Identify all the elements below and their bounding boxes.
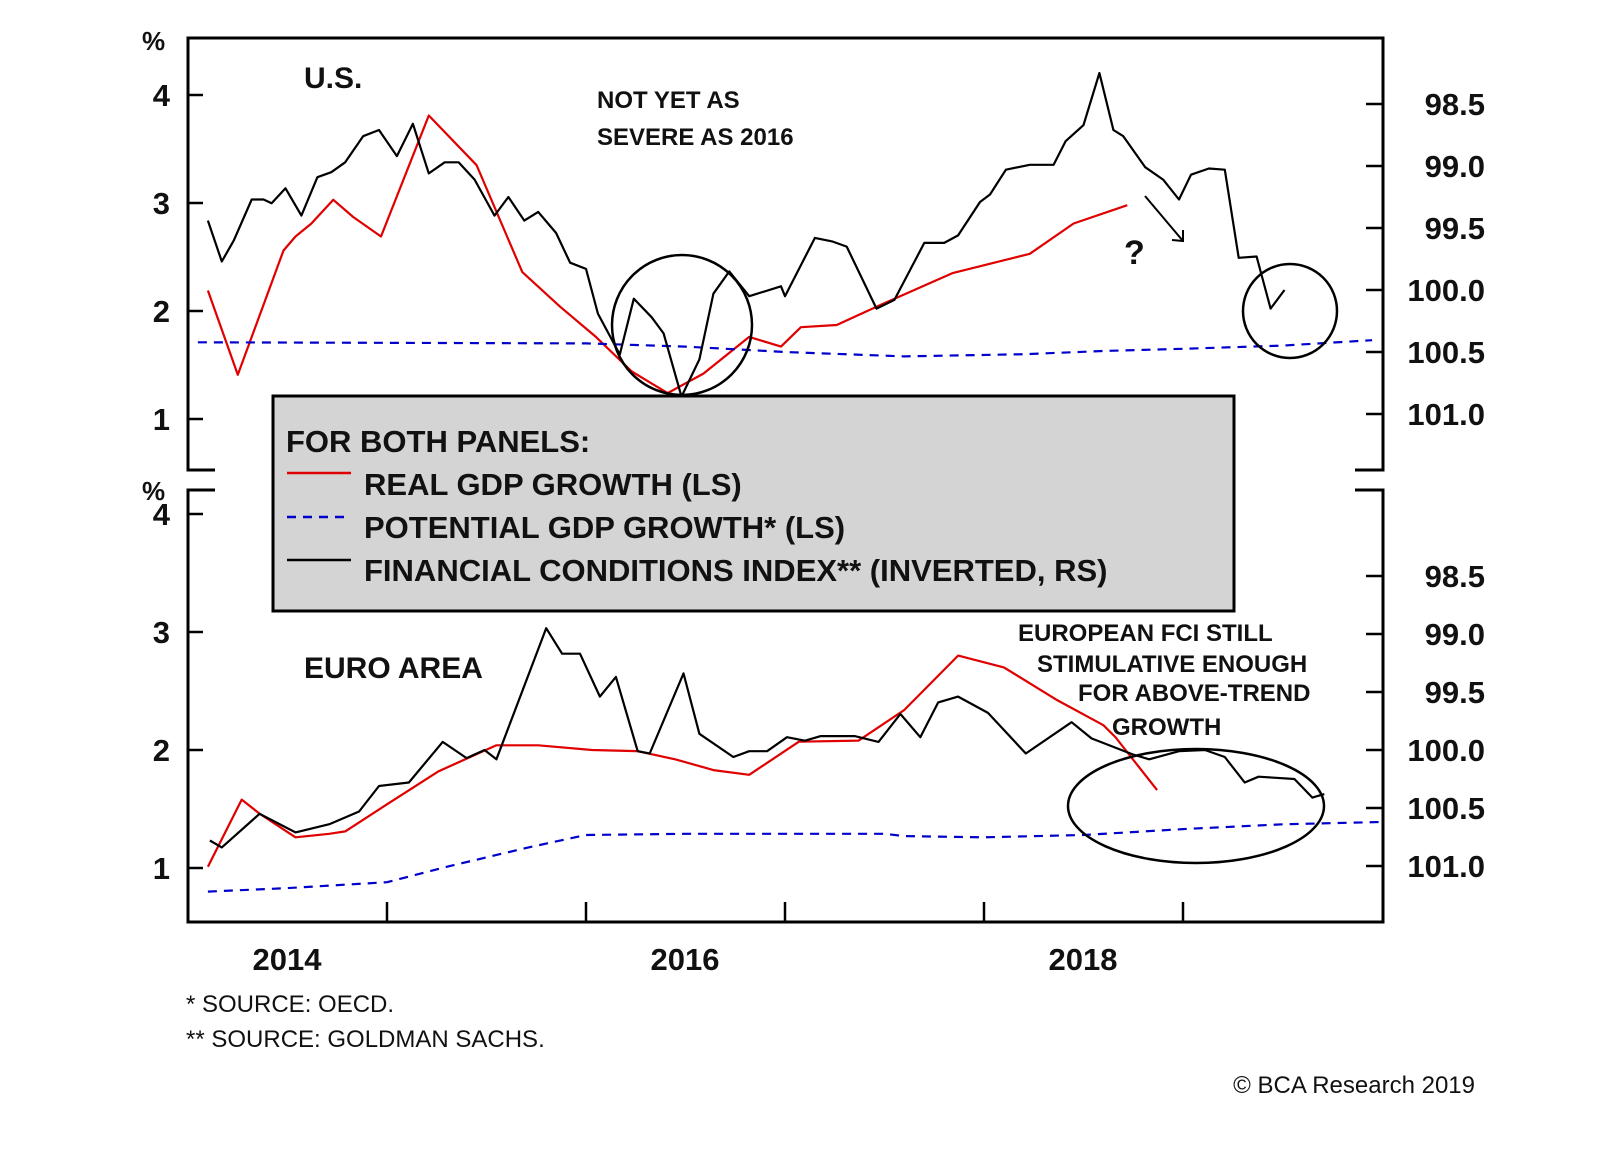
legend-label-potential-gdp: POTENTIAL GDP GROWTH* (LS) [364, 510, 845, 545]
euro-real-gdp-line [206, 654, 1158, 868]
legend-box [271, 394, 1236, 613]
us-annotation-line2: SEVERE AS 2016 [597, 124, 794, 151]
euro-left-tick-label: 2 [153, 733, 170, 768]
us-series-group [197, 71, 1373, 398]
us-left-tick-label: 3 [153, 186, 170, 221]
us-potential-gdp-line [197, 339, 1373, 358]
euro-annotation-line1: EUROPEAN FCI STILL [1018, 620, 1273, 647]
euro-right-tick-label: 101.0 [1407, 849, 1485, 884]
euro-annotation-line2: STIMULATIVE ENOUGH [1037, 651, 1307, 678]
us-right-tick-label: 101.0 [1407, 397, 1485, 432]
legend-title: FOR BOTH PANELS: [286, 424, 590, 459]
us-2019-circle [1241, 262, 1339, 360]
euro-potential-gdp-line [207, 820, 1383, 893]
footnote-oecd: * SOURCE: OECD. [186, 991, 394, 1018]
euro-right-tick-label: 99.0 [1425, 617, 1485, 652]
x-tick-label-2014: 2014 [253, 942, 323, 977]
euro-left-tick-label: 1 [153, 851, 170, 886]
legend-label-real-gdp: REAL GDP GROWTH (LS) [364, 467, 742, 502]
us-fci-line [206, 71, 1286, 398]
euro-right-tick-label: 99.5 [1425, 675, 1485, 710]
euro-annotation-line4: GROWTH [1112, 714, 1221, 741]
us-left-tick-label: 2 [153, 294, 170, 329]
euro-panel-title: EURO AREA [304, 652, 483, 685]
copyright: © BCA Research 2019 [1233, 1072, 1475, 1099]
euro-axis-ticks: 4 3 2 1 98.5 99.0 99.5 100.0 100.5 101.0 [153, 497, 1485, 922]
euro-right-tick-label: 100.0 [1407, 733, 1485, 768]
x-tick-label-2018: 2018 [1049, 942, 1118, 977]
euro-series-group [206, 627, 1383, 893]
us-axis-ticks: 4 3 2 1 98.5 99.0 99.5 100.0 100.5 101.0 [153, 78, 1485, 437]
us-annotation-line1: NOT YET AS [597, 87, 740, 114]
us-left-tick-label: 1 [153, 402, 170, 437]
euro-fci-ellipse [1066, 747, 1326, 865]
euro-left-unit: % [142, 476, 165, 506]
us-right-tick-label: 99.5 [1425, 211, 1485, 246]
us-right-tick-label: 100.5 [1407, 335, 1485, 370]
euro-left-tick-label: 4 [153, 497, 171, 532]
euro-annotation-line3: FOR ABOVE-TREND [1078, 680, 1310, 707]
us-question-mark: ? [1124, 234, 1145, 272]
euro-left-tick-label: 3 [153, 615, 170, 650]
euro-right-tick-label: 98.5 [1425, 559, 1485, 594]
legend-label-fci: FINANCIAL CONDITIONS INDEX** (INVERTED, … [364, 553, 1107, 588]
us-panel-frame [186, 36, 1385, 472]
us-right-tick-label: 100.0 [1407, 273, 1485, 308]
us-left-unit: % [142, 26, 165, 56]
legend: FOR BOTH PANELS: REAL GDP GROWTH (LS) PO… [271, 394, 1236, 613]
x-tick-label-2016: 2016 [651, 942, 720, 977]
us-right-tick-label: 99.0 [1425, 149, 1485, 184]
euro-fci-line [209, 627, 1325, 849]
us-right-tick-label: 98.5 [1425, 87, 1485, 122]
us-arrow-annotation [1144, 195, 1184, 243]
euro-right-tick-label: 100.5 [1407, 791, 1485, 826]
us-panel-title: U.S. [304, 62, 362, 95]
footnote-goldman: ** SOURCE: GOLDMAN SACHS. [186, 1026, 545, 1053]
us-left-tick-label: 4 [153, 78, 171, 113]
